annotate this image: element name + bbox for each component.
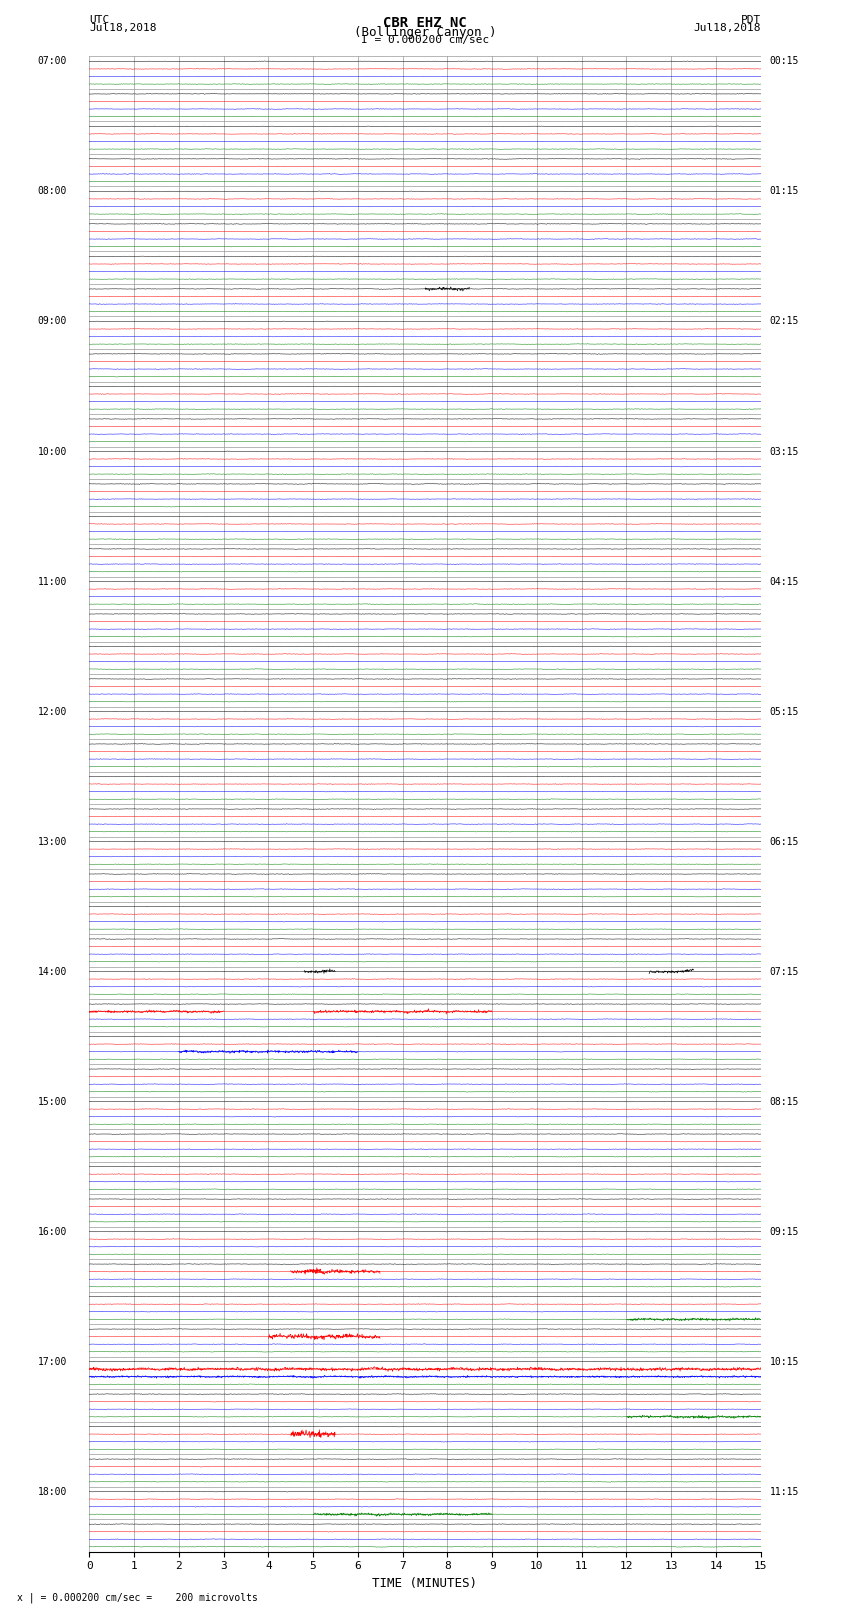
Text: 12:00: 12:00 <box>37 706 67 716</box>
Text: UTC: UTC <box>89 15 110 24</box>
Text: (Bollinger Canyon ): (Bollinger Canyon ) <box>354 26 496 39</box>
Text: 07:15: 07:15 <box>770 966 799 976</box>
Text: 11:00: 11:00 <box>37 576 67 587</box>
Text: 03:15: 03:15 <box>770 447 799 456</box>
Text: 06:15: 06:15 <box>770 837 799 847</box>
Text: 08:15: 08:15 <box>770 1097 799 1107</box>
Text: x | = 0.000200 cm/sec =    200 microvolts: x | = 0.000200 cm/sec = 200 microvolts <box>17 1592 258 1603</box>
Text: 04:15: 04:15 <box>770 576 799 587</box>
Text: 09:00: 09:00 <box>37 316 67 326</box>
Text: 10:15: 10:15 <box>770 1357 799 1366</box>
Text: 05:15: 05:15 <box>770 706 799 716</box>
Text: I = 0.000200 cm/sec: I = 0.000200 cm/sec <box>361 35 489 45</box>
Text: 01:15: 01:15 <box>770 187 799 197</box>
Text: CBR EHZ NC: CBR EHZ NC <box>383 16 467 31</box>
Text: 16:00: 16:00 <box>37 1226 67 1237</box>
Text: 18:00: 18:00 <box>37 1487 67 1497</box>
Text: 08:00: 08:00 <box>37 187 67 197</box>
Text: 10:00: 10:00 <box>37 447 67 456</box>
Text: PDT: PDT <box>740 15 761 24</box>
Text: Jul18,2018: Jul18,2018 <box>694 23 761 32</box>
Text: 17:00: 17:00 <box>37 1357 67 1366</box>
Text: 14:00: 14:00 <box>37 966 67 976</box>
Text: 00:15: 00:15 <box>770 56 799 66</box>
X-axis label: TIME (MINUTES): TIME (MINUTES) <box>372 1578 478 1590</box>
Text: Jul18,2018: Jul18,2018 <box>89 23 156 32</box>
Text: 07:00: 07:00 <box>37 56 67 66</box>
Text: 13:00: 13:00 <box>37 837 67 847</box>
Text: 02:15: 02:15 <box>770 316 799 326</box>
Text: 15:00: 15:00 <box>37 1097 67 1107</box>
Text: 09:15: 09:15 <box>770 1226 799 1237</box>
Text: 11:15: 11:15 <box>770 1487 799 1497</box>
